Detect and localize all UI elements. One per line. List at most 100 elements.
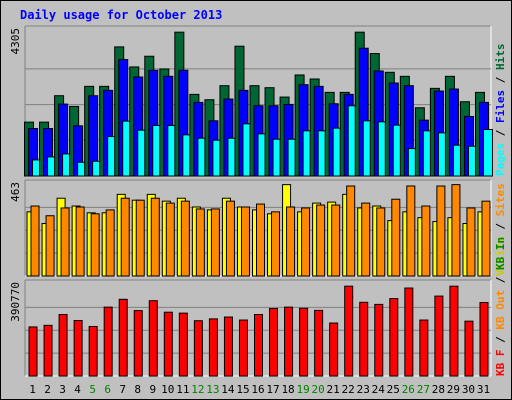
x-tick-label: 18 [281, 383, 294, 396]
bar-sites-day-13 [210, 208, 220, 277]
bar-sites-day-29 [451, 184, 461, 277]
bar-pages-day-31 [482, 129, 493, 177]
bar-kb-f-day-1 [28, 326, 38, 377]
bar-kb-f-day-14 [223, 316, 233, 377]
x-tick-label: 6 [104, 383, 111, 396]
bar-sites-day-8 [135, 199, 145, 277]
bar-kb-f-day-31 [479, 302, 489, 377]
x-tick-label: 9 [149, 383, 156, 396]
bar-sites-day-4 [75, 206, 85, 277]
bar-sites-day-3 [60, 207, 70, 277]
legend-entry: Files [494, 90, 507, 123]
bar-kb-f-day-29 [449, 285, 459, 377]
bar-sites-day-16 [256, 203, 265, 277]
bar-kb-f-day-10 [163, 311, 173, 377]
legend-entry: KB Out [494, 290, 507, 330]
x-tick-label: 8 [134, 383, 141, 396]
bar-kb-f-day-4 [73, 319, 83, 377]
legend-entry: / [494, 216, 507, 236]
x-tick-label: 24 [372, 383, 386, 396]
bar-kb-f-day-9 [148, 300, 158, 377]
legend-entry: Visits [494, 236, 507, 276]
legend-entry: KB F [494, 350, 507, 377]
bar-sites-day-26 [406, 185, 416, 277]
bar-sites-day-30 [466, 207, 476, 277]
bar-sites-day-12 [195, 208, 205, 277]
bar-kb-f-day-11 [178, 312, 188, 377]
bar-kb-f-day-23 [359, 301, 369, 377]
x-tick-label: 14 [221, 383, 235, 396]
bar-sites-day-11 [180, 200, 190, 277]
bar-sites-day-17 [271, 211, 281, 277]
panel-1-legend: Pages / Files / Hits [494, 44, 507, 177]
bar-kb-f-day-3 [58, 314, 68, 377]
bar-sites-day-15 [240, 206, 250, 277]
x-tick-label: 3 [59, 383, 66, 396]
legend-entry: Pages [494, 143, 507, 176]
panel-1-y-max-label: 4305 [9, 28, 22, 55]
x-tick-label: 19 [296, 383, 309, 396]
x-tick-label: 25 [387, 383, 400, 396]
x-tick-label: 2 [44, 383, 51, 396]
bar-sites-day-5 [90, 213, 100, 277]
x-tick-label: 29 [447, 383, 460, 396]
bar-kb-f-day-17 [269, 308, 279, 377]
bar-kb-f-day-28 [434, 295, 444, 377]
bar-kb-f-day-16 [254, 314, 263, 377]
bar-sites-day-18 [286, 206, 296, 277]
bar-sites-day-14 [225, 200, 235, 277]
x-tick-label: 16 [251, 383, 264, 396]
bar-kb-f-day-5 [88, 325, 98, 377]
bar-sites-day-1 [30, 205, 40, 277]
bar-kb-f-day-25 [389, 298, 399, 377]
bar-kb-f-day-19 [299, 307, 309, 377]
x-tick-label: 5 [89, 383, 96, 396]
bar-sites-day-25 [391, 198, 401, 277]
bar-kb-f-day-22 [344, 285, 354, 377]
bar-kb-f-day-2 [43, 324, 53, 377]
legend-entry: / [494, 270, 507, 290]
bar-sites-day-9 [150, 197, 160, 277]
x-tick-label: 26 [402, 383, 415, 396]
x-tick-label: 10 [161, 383, 174, 396]
bar-sites-day-31 [481, 200, 491, 277]
bar-kb-f-day-6 [103, 306, 113, 377]
bar-sites-day-23 [361, 202, 371, 277]
panel-2-y-max-label: 463 [9, 182, 22, 202]
bar-sites-day-24 [376, 207, 386, 277]
x-tick-label: 21 [327, 383, 340, 396]
bar-kb-f-day-7 [118, 298, 128, 377]
bar-sites-day-6 [105, 209, 115, 277]
bar-kb-f-day-24 [374, 303, 384, 377]
x-tick-label: 12 [191, 383, 204, 396]
x-tick-label: 15 [236, 383, 249, 396]
bar-sites-day-27 [421, 205, 431, 277]
legend-entry: / [494, 123, 507, 143]
x-tick-label: 27 [417, 383, 430, 396]
x-tick-label: 17 [266, 383, 279, 396]
panel-3-legend: KB F / KB Out / KB In [494, 237, 507, 376]
bar-kb-f-day-21 [329, 322, 339, 377]
bar-sites-day-7 [120, 197, 130, 277]
x-tick-label: 20 [312, 383, 325, 396]
bar-kb-f-day-13 [208, 318, 218, 377]
bar-sites-day-2 [45, 215, 55, 277]
bar-sites-day-19 [301, 207, 311, 277]
x-tick-label: 28 [432, 383, 445, 396]
legend-entry: Hits [494, 44, 507, 71]
x-tick-label: 23 [357, 383, 370, 396]
bar-kb-f-day-15 [238, 319, 248, 377]
bar-kb-f-day-26 [404, 287, 414, 377]
x-tick-label: 30 [462, 383, 475, 396]
bar-kb-f-day-30 [464, 320, 474, 377]
bar-sites-day-10 [165, 202, 175, 277]
legend-entry: Sites [494, 183, 507, 216]
bar-kb-f-day-18 [284, 306, 294, 377]
legend-entry: KB In [494, 237, 507, 270]
x-tick-label: 7 [119, 383, 126, 396]
x-tick-label: 4 [74, 383, 81, 396]
bar-kb-f-day-12 [193, 320, 203, 377]
panel-3-y-max-label: 390770 [9, 282, 22, 322]
legend-entry: / [494, 330, 507, 350]
